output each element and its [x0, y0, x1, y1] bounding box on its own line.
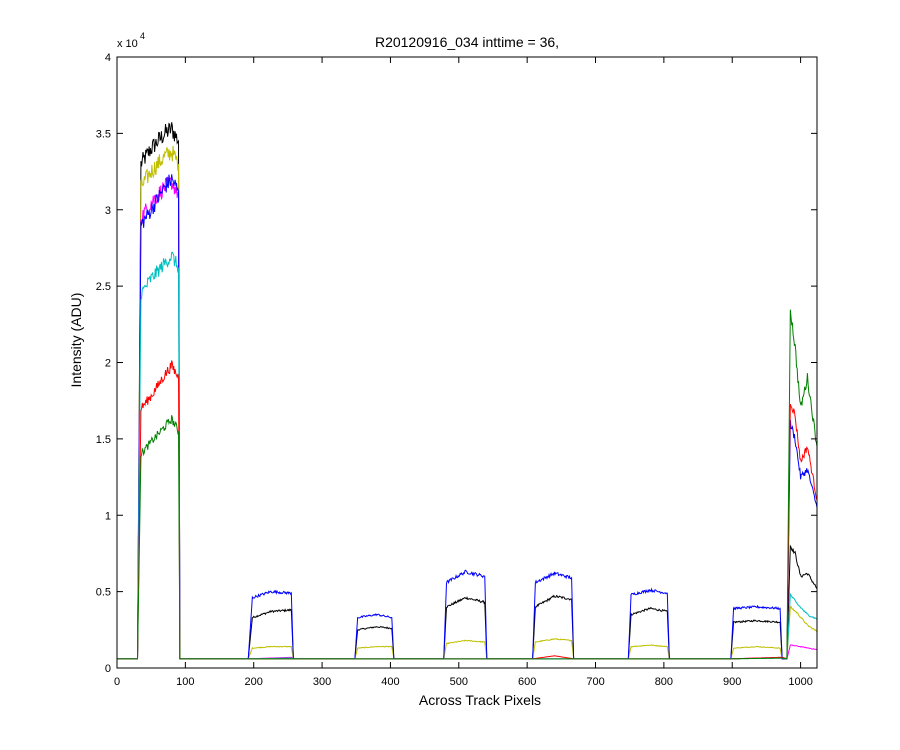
x-tick-label: 900	[723, 676, 741, 688]
y-multiplier-exponent: 4	[140, 31, 145, 41]
y-tick-label: 0	[105, 663, 111, 675]
series-line-7	[117, 309, 817, 660]
x-tick-label: 600	[518, 676, 536, 688]
y-tick-label: 0.5	[96, 587, 111, 599]
series-layer	[117, 122, 817, 660]
x-tick-label: 100	[176, 676, 194, 688]
x-axis-ticks: 0 100 200 300 400 500 600 700 800 900 1000	[114, 57, 813, 688]
y-multiplier-label: x 10	[117, 38, 138, 50]
y-axis-ticks: 0 0.5 1 1.5 2 2.5 3 3.5 4	[96, 52, 817, 675]
x-tick-label: 800	[655, 676, 673, 688]
y-tick-label: 4	[105, 52, 111, 64]
x-tick-label: 0	[114, 676, 120, 688]
y-tick-label: 2	[105, 358, 111, 370]
y-axis-label: Intensity (ADU)	[68, 293, 84, 388]
y-tick-label: 3.5	[96, 128, 111, 140]
y-tick-label: 3	[105, 205, 111, 217]
x-tick-label: 200	[245, 676, 263, 688]
x-tick-label: 300	[313, 676, 331, 688]
x-tick-label: 700	[586, 676, 604, 688]
chart-title: R20120916_034 inttime = 36,	[375, 34, 559, 50]
x-tick-label: 500	[450, 676, 468, 688]
plot-area	[117, 57, 817, 668]
y-tick-label: 1.5	[96, 434, 111, 446]
y-tick-label: 2.5	[96, 281, 111, 293]
x-tick-label: 400	[381, 676, 399, 688]
x-tick-label: 1000	[788, 676, 812, 688]
y-tick-label: 1	[105, 510, 111, 522]
x-axis-label: Across Track Pixels	[419, 692, 541, 708]
